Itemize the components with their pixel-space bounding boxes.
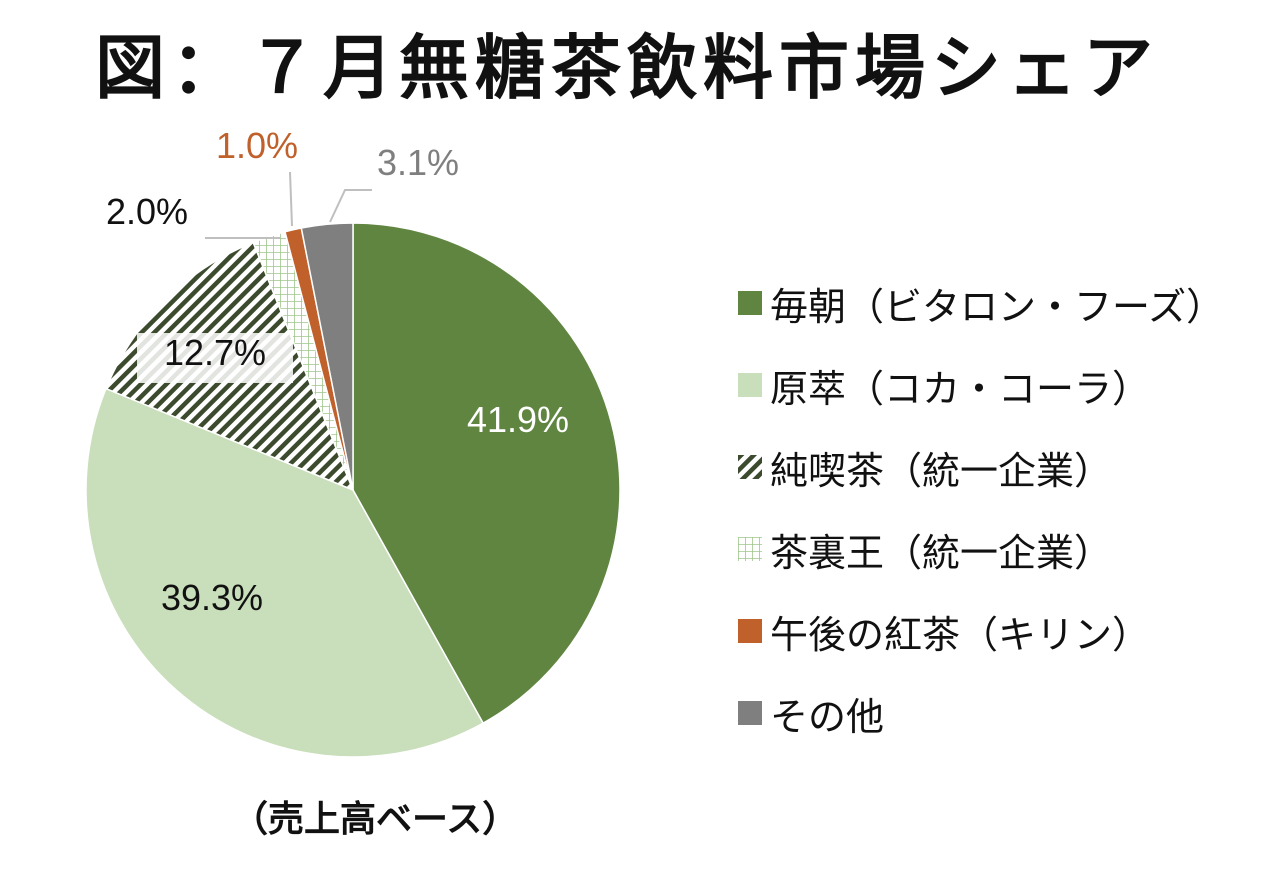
pie-slice-6 (300, 222, 354, 491)
legend-label-2: 原萃（コカ・コーラ） (770, 366, 1151, 411)
legend-swatch-6 (738, 701, 762, 725)
legend-swatch-5 (738, 619, 762, 643)
legend-label-1: 毎朝（ビタロン・フーズ） (770, 284, 1225, 329)
data-label-5: 1.0% (216, 125, 298, 166)
legend-label-4: 茶裏王（統一企業） (770, 530, 1113, 575)
chart-title: 図：７月無糖茶飲料市場シェア (95, 27, 1159, 109)
chart-footnote: （売上高ベース） (232, 799, 519, 840)
legend-swatch-3 (738, 455, 762, 479)
legend-swatch-1 (738, 291, 762, 315)
legend-swatch-2 (738, 373, 762, 397)
leader-line-6 (329, 189, 372, 223)
legend-item-1: 毎朝（ビタロン・フーズ） (738, 262, 1224, 344)
pie-slice-2 (85, 387, 485, 758)
legend-label-3: 純喫茶（統一企業） (770, 448, 1113, 493)
legend-item-4: 茶裏王（統一企業） (738, 508, 1224, 590)
legend-label-5: 午後の紅茶（キリン） (770, 612, 1151, 657)
data-label-1: 41.9% (467, 399, 569, 440)
leader-line-5 (289, 171, 293, 227)
data-label-6: 3.1% (377, 142, 459, 183)
legend-item-6: その他 (738, 672, 1224, 754)
legend-item-2: 原萃（コカ・コーラ） (738, 344, 1224, 426)
legend-item-3: 純喫茶（統一企業） (738, 426, 1224, 508)
legend-label-6: その他 (770, 694, 885, 739)
chart-legend: 毎朝（ビタロン・フーズ） 原萃（コカ・コーラ） 純喫茶（統一企業） 茶裏王（統一企業）… (738, 262, 1224, 754)
data-label-2: 39.3% (161, 577, 263, 618)
legend-item-5: 午後の紅茶（キリン） (738, 590, 1224, 672)
data-label-4: 2.0% (106, 191, 188, 232)
pie-slice-1 (352, 222, 621, 725)
legend-swatch-4 (738, 537, 762, 561)
data-label-3: 12.7% (164, 332, 266, 373)
data-label-bg-3 (137, 333, 293, 383)
